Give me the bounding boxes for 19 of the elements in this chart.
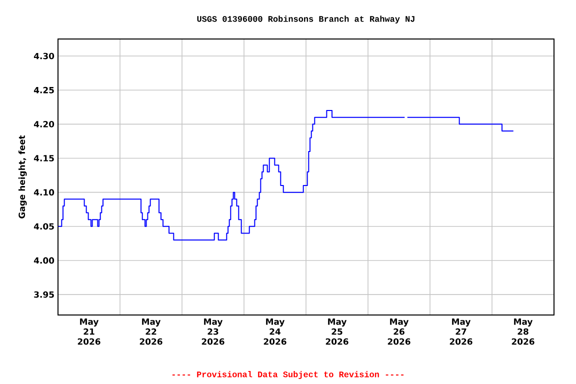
y-tick-label: 4.25 [34,86,54,94]
x-tick-label: May 27 2026 [450,318,472,345]
x-tick-label: May 22 2026 [140,318,162,345]
y-tick-label: 4.05 [34,223,54,230]
y-tick-label: 4.20 [34,120,54,128]
x-tick-label: May 25 2026 [326,318,348,345]
text: ---- Provisional Data Subject to Revision ---- [172,371,404,379]
x-tick-label: May 28 2026 [512,318,534,345]
y-tick-label: 4.10 [34,189,54,196]
x-tick-label: May 26 2026 [388,318,410,345]
x-tick-label: May 21 2026 [78,318,100,345]
y-tick-label: 4.00 [34,257,54,264]
y-axis-title: Gage height, feet [18,135,27,218]
x-tick-label: May 23 2026 [202,318,224,345]
y-tick-label: 4.30 [34,52,54,60]
x-tick-label: May 24 2026 [264,318,286,345]
y-tick-label: 4.15 [34,155,54,162]
y-tick-label: 3.95 [34,291,54,298]
chart-title: USGS 01396000 Robinsons Branch at Rahway NJ [197,16,414,24]
